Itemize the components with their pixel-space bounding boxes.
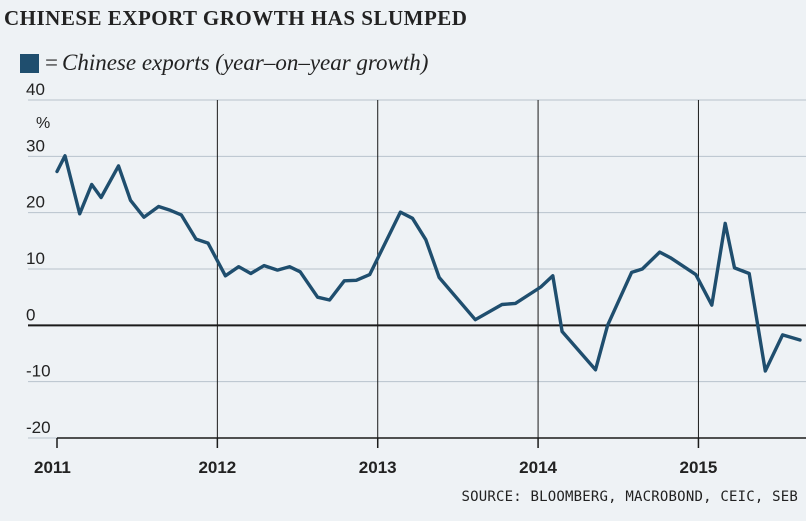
chart-title: CHINESE EXPORT GROWTH HAS SLUMPED bbox=[4, 6, 468, 30]
x-tick-label: 2013 bbox=[359, 458, 397, 477]
legend-label: Chinese exports (year–on–year growth) bbox=[61, 50, 429, 75]
y-unit-label: % bbox=[36, 115, 50, 132]
y-tick-label: -10 bbox=[26, 362, 51, 381]
y-tick-label: 0 bbox=[26, 305, 35, 324]
series-line-chinese-exports bbox=[55, 154, 802, 373]
x-tick-label: 2015 bbox=[680, 458, 718, 477]
x-tick-label: 2012 bbox=[198, 458, 236, 477]
y-tick-label: 40 bbox=[26, 80, 45, 99]
y-tick-label: 20 bbox=[26, 193, 45, 212]
y-tick-label: 30 bbox=[26, 136, 45, 155]
y-tick-label: -20 bbox=[26, 418, 51, 437]
x-tick-label: 2014 bbox=[519, 458, 557, 477]
y-tick-label: 10 bbox=[26, 249, 45, 268]
source-note: SOURCE: BLOOMBERG, MACROBOND, CEIC, SEB bbox=[461, 489, 798, 505]
legend-swatch bbox=[20, 53, 39, 73]
legend-equals: = bbox=[45, 50, 58, 75]
legend: = Chinese exports (year–on–year growth) bbox=[20, 50, 428, 76]
x-tick-label: 2011 bbox=[34, 458, 71, 477]
